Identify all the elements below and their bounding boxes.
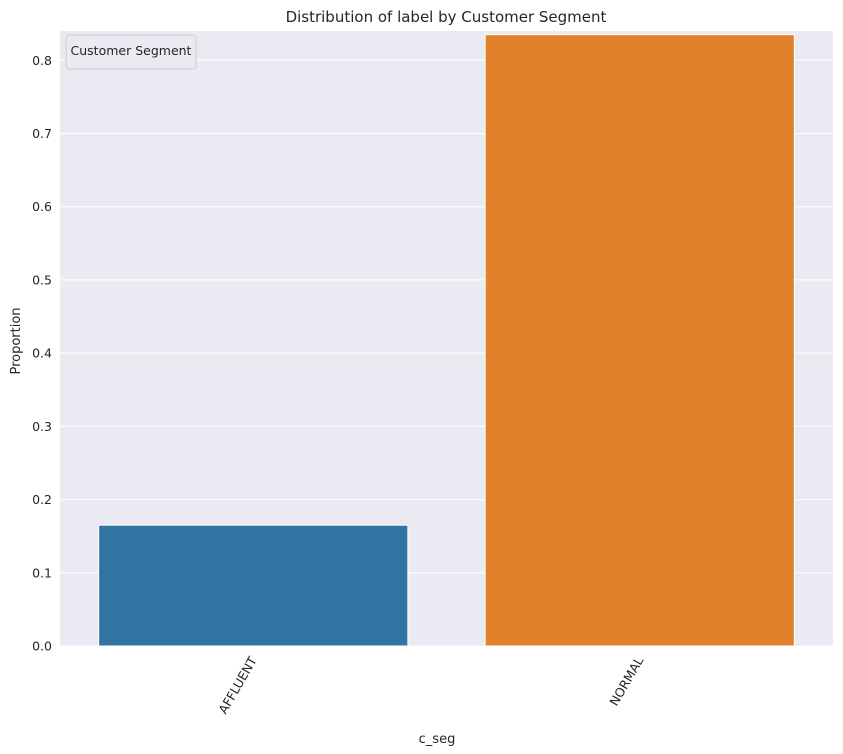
x-axis-ticks: AFFLUENT NORMAL [215, 654, 646, 717]
y-tick-label: 0.5 [32, 272, 52, 287]
x-tick-label: NORMAL [606, 654, 646, 708]
x-axis-label: c_seg [419, 732, 456, 747]
y-tick-label: 0.8 [32, 53, 52, 68]
y-tick-label: 0.4 [32, 346, 52, 361]
legend-box [65, 34, 197, 70]
y-axis-label: Proportion [9, 307, 24, 374]
y-tick-label: 0.0 [32, 639, 52, 654]
bars [98, 34, 795, 647]
y-tick-label: 0.7 [32, 126, 52, 141]
y-tick-label: 0.6 [32, 199, 52, 214]
legend-title: Customer Segment [71, 43, 192, 58]
bar-affluent [98, 524, 409, 647]
y-tick-label: 0.3 [32, 419, 52, 434]
y-tick-label: 0.1 [32, 565, 52, 580]
chart-title: Distribution of label by Customer Segmen… [286, 8, 607, 26]
y-axis-ticks: 0.0 0.1 0.2 0.3 0.4 0.5 0.6 0.7 0.8 [32, 53, 52, 654]
y-tick-label: 0.2 [32, 492, 52, 507]
x-tick-label: AFFLUENT [215, 654, 260, 717]
bar-normal [484, 34, 795, 647]
legend: Customer Segment [65, 34, 197, 70]
